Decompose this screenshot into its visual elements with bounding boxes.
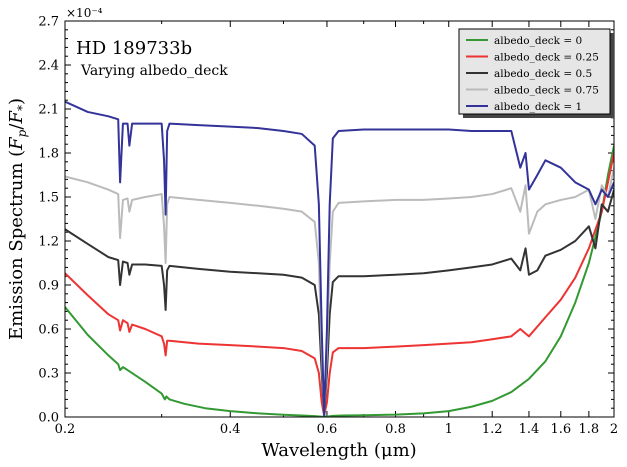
x-tick-label: 0.6 <box>317 422 338 437</box>
x-tick-label: 1.2 <box>482 422 503 437</box>
x-tick-label: 1.8 <box>579 422 600 437</box>
x-tick-labels: 0.2 0.4 0.6 0.8 1 1.2 1.4 1.6 1.8 2 <box>55 422 618 437</box>
y-tick-label: 1.2 <box>38 235 59 250</box>
legend-label-2: albedo_deck = 0.5 <box>494 68 592 80</box>
x-tick-label: 0.8 <box>385 422 406 437</box>
x-tick-label: 0.4 <box>220 422 241 437</box>
series-line-4 <box>65 100 614 417</box>
y-tick-label: 0.0 <box>38 411 59 426</box>
legend-label-0: albedo_deck = 0 <box>494 35 582 47</box>
x-tick-label: 0.2 <box>55 422 76 437</box>
y-tick-label: 1.8 <box>38 147 59 162</box>
x-tick-label: 1 <box>445 422 453 437</box>
legend-label-4: albedo_deck = 1 <box>494 101 582 113</box>
legend-box <box>458 28 611 115</box>
chart-title: HD 189733b <box>76 38 192 59</box>
x-tick-label: 1.4 <box>519 422 540 437</box>
legend-label-3: albedo_deck = 0.75 <box>494 85 599 97</box>
chart-subtitle: Varying albedo_deck <box>80 63 228 79</box>
y-tick-label: 0.9 <box>38 279 59 294</box>
series-line-1 <box>65 152 614 417</box>
y-axis-label: Emission Spectrum (Fp/F*) <box>6 98 29 340</box>
y-tick-label: 1.5 <box>38 191 59 206</box>
series-group <box>65 100 614 417</box>
plot-frame <box>64 20 615 418</box>
y-multiplier: ×10⁻⁴ <box>66 6 103 20</box>
y-tick-label: 0.6 <box>38 323 59 338</box>
y-tick-label: 2.1 <box>38 103 59 118</box>
y-tick-labels: 0.0 0.3 0.6 0.9 1.2 1.5 1.8 2.1 2.4 2.7 <box>38 15 59 426</box>
x-axis-label: Wavelength (μm) <box>261 440 416 461</box>
x-tick-label: 1.6 <box>550 422 571 437</box>
legend-label-1: albedo_deck = 0.25 <box>494 52 599 64</box>
y-tick-label: 2.7 <box>38 15 59 30</box>
x-tick-label: 2 <box>610 422 618 437</box>
y-tick-label: 2.4 <box>38 59 59 74</box>
y-tick-label: 0.3 <box>38 367 59 382</box>
legend: albedo_deck = 0 albedo_deck = 0.25 albedo_… <box>458 28 614 118</box>
